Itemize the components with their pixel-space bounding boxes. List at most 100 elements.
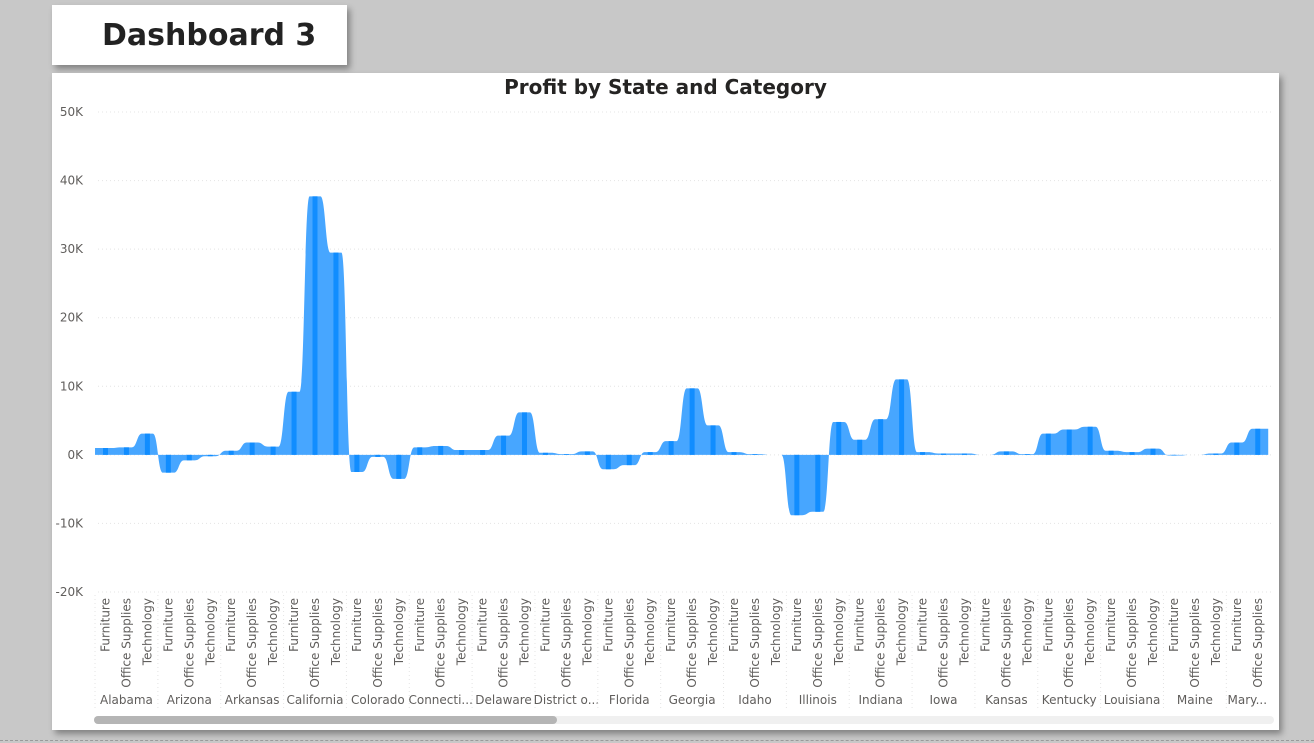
x-category-label: Furniture [790,598,804,652]
x-state-label: Colorado [351,693,405,707]
x-category-label: Furniture [413,598,427,652]
x-category-label: Furniture [476,598,490,652]
x-category-label: Furniture [99,598,113,652]
x-state-label: Arkansas [225,693,280,707]
data-point-marker [1087,426,1093,455]
x-state-label: District o... [534,693,600,707]
x-category-label: Furniture [1104,598,1118,652]
x-category-label: Technology [455,598,469,666]
data-point-marker [249,442,255,455]
x-state-label: Delaware [475,693,532,707]
data-point-marker [228,450,234,455]
x-category-label: Technology [518,598,532,666]
x-category-label: Office Supplies [874,598,888,688]
data-point-marker [165,454,171,473]
x-category-label: Furniture [601,598,615,652]
data-point-marker [1045,433,1051,455]
x-category-label: Furniture [664,598,678,652]
x-category-label: Furniture [978,598,992,652]
x-category-label: Technology [895,598,909,666]
chart-title: Profit by State and Category [504,75,827,99]
x-category-label: Office Supplies [1125,598,1139,688]
x-category-label: Office Supplies [1188,598,1202,688]
x-category-label: Technology [957,598,971,666]
data-point-marker [605,454,611,470]
x-state-label: Indiana [858,693,902,707]
horizontal-scrollbar-track[interactable] [94,716,1274,724]
data-point-marker [1024,454,1030,455]
data-point-marker [941,453,946,455]
x-state-label: Mary... [1228,693,1267,707]
x-category-label: Office Supplies [434,598,448,688]
x-state-label: Florida [609,693,650,707]
profit-chart-visual[interactable]: Profit by State and Category 50K 40K 30K 20… [52,73,1279,730]
data-point-marker [522,412,527,455]
data-point-marker [857,439,863,455]
x-category-label: Office Supplies [937,598,951,688]
data-point-marker [291,391,297,455]
x-category-label: Furniture [727,598,741,652]
x-category-label: Technology [1146,598,1160,666]
data-point-marker [417,447,423,455]
x-state-label: Kentucky [1042,693,1097,707]
y-tick-label: 10K [60,379,84,393]
data-point-marker [312,196,318,455]
x-category-label: Technology [1083,598,1097,666]
x-state-label: Idaho [738,693,771,707]
data-point-marker [396,454,402,479]
x-category-label: Furniture [916,598,930,652]
y-tick-label: 0K [67,448,84,462]
x-state-label: Louisiana [1104,693,1161,707]
area-series [95,196,1269,516]
data-point-marker [501,435,507,455]
data-point-marker [961,453,967,455]
x-state-label: Iowa [929,693,957,707]
x-state-label: Illinois [799,693,837,707]
profit-area-chart[interactable]: 50K 40K 30K 20K 10K 0K -10K -20K Furniture Office… [52,73,1279,730]
data-point-marker [584,451,590,455]
x-state-label: Connecti... [408,693,472,707]
x-category-label: Technology [580,598,594,666]
data-point-marker [270,446,276,455]
data-point-marker [123,447,129,455]
data-point-marker [794,454,800,516]
data-point-marker [836,421,842,455]
data-point-marker [354,454,360,472]
data-point-marker [207,454,213,457]
x-state-label: Georgia [669,693,716,707]
data-point-marker [144,433,150,455]
x-category-label: Furniture [538,598,552,652]
data-point-marker [1108,450,1114,455]
x-category-label: Furniture [1167,598,1181,652]
x-category-label: Furniture [224,598,238,652]
data-point-marker [459,450,465,455]
horizontal-scrollbar-thumb[interactable] [94,716,557,724]
dashboard-title: Dashboard 3 [102,17,317,53]
x-category-label: Office Supplies [748,598,762,688]
data-point-marker [731,452,737,455]
y-tick-label: 20K [60,311,84,325]
data-point-marker [752,454,758,455]
x-state-label: Arizona [167,693,212,707]
data-point-marker [333,252,339,455]
data-point-marker [920,452,926,455]
data-point-marker [815,454,821,512]
data-point-marker [626,454,632,466]
y-tick-label: -10K [56,516,85,530]
data-point-marker [375,454,381,457]
x-state-label: Kansas [985,693,1027,707]
x-category-label: Office Supplies [497,598,511,688]
x-category-label: Technology [266,598,280,666]
y-tick-label: 40K [60,174,84,188]
x-category-label: Office Supplies [245,598,259,688]
y-tick-label: 50K [60,105,84,119]
data-point-marker [689,388,695,455]
data-point-marker [647,452,653,455]
x-category-label: Furniture [853,598,867,652]
data-point-marker [1003,451,1009,455]
x-category-label: Technology [1209,598,1223,666]
x-category-label: Office Supplies [622,598,636,688]
x-category-label: Office Supplies [371,598,385,688]
data-point-marker [438,445,444,455]
x-category-label: Furniture [350,598,364,652]
